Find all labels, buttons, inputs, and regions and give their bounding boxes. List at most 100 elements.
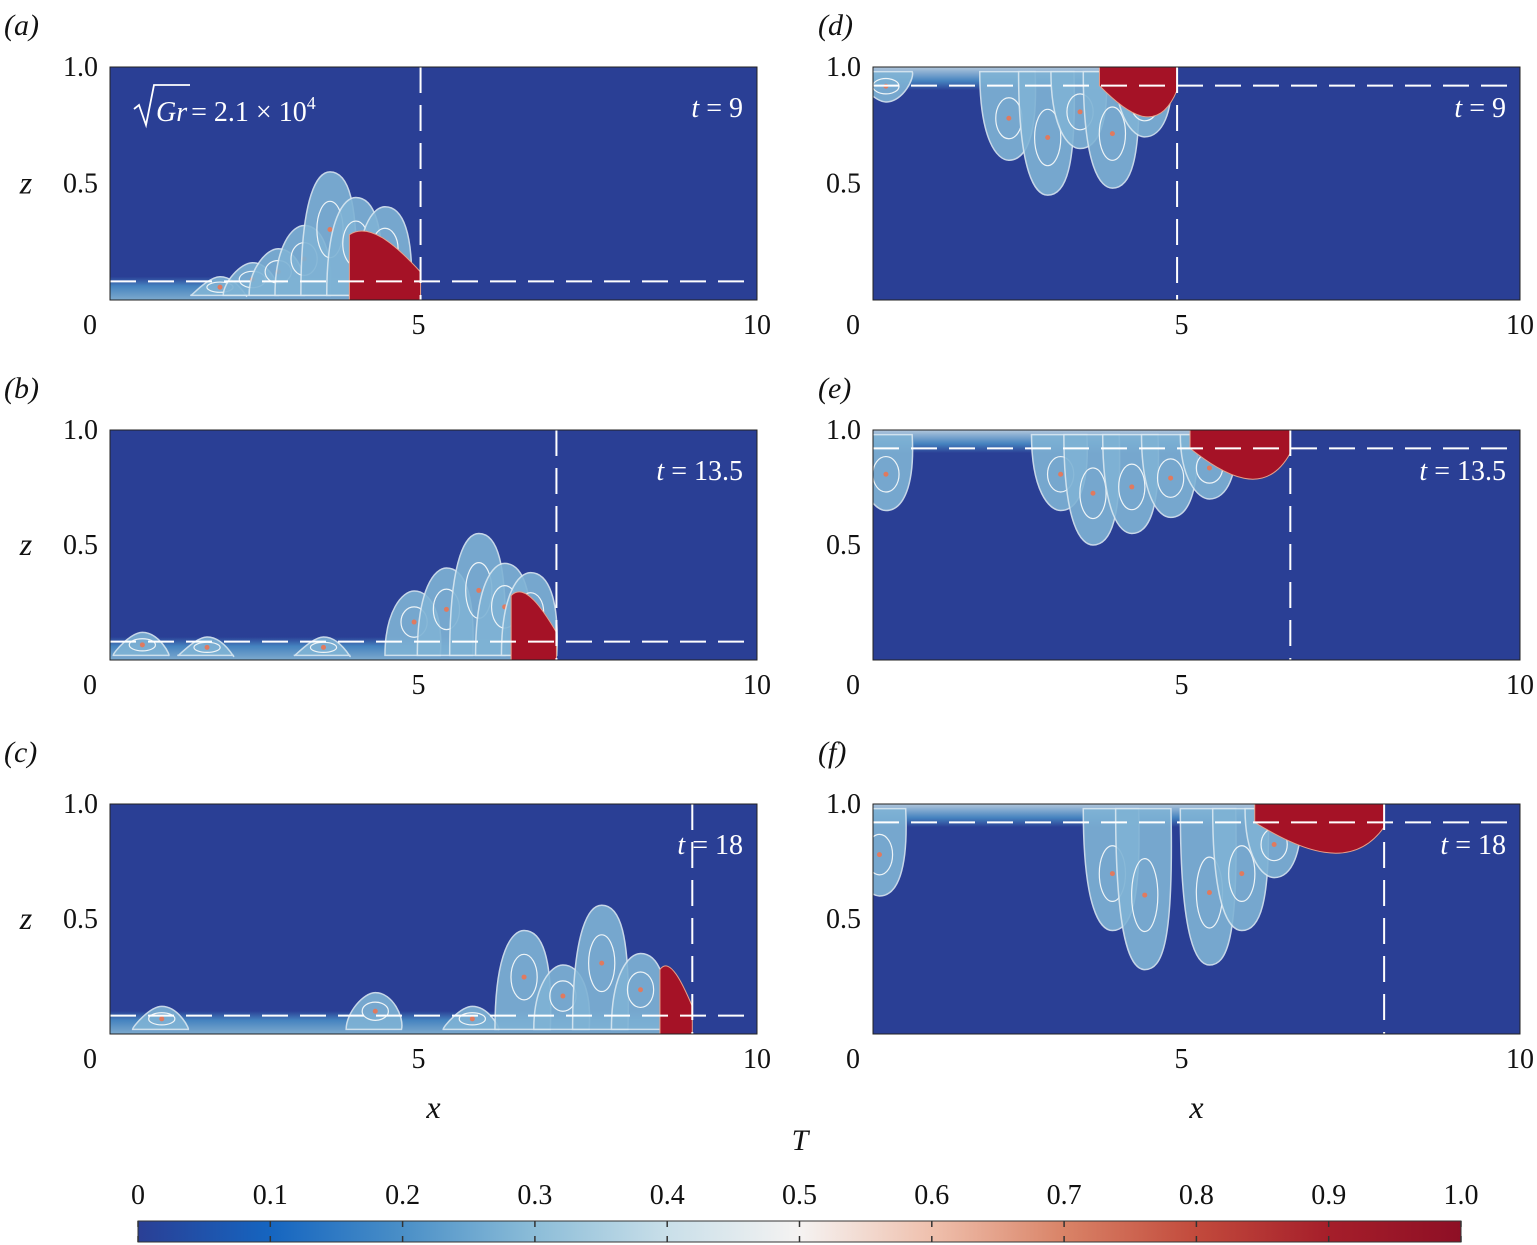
eddy-swirl bbox=[873, 833, 894, 876]
x-tick-label: 0 bbox=[83, 1044, 97, 1075]
colorbar-tick-marks bbox=[137, 1221, 1462, 1242]
panel-frame bbox=[872, 429, 1521, 661]
eddy-swirl bbox=[510, 953, 538, 1001]
time-label: t = 18 bbox=[677, 830, 743, 861]
eddy-core bbox=[469, 1016, 475, 1022]
panel-label: (c) bbox=[4, 736, 37, 769]
y-tick-label: 1.0 bbox=[63, 789, 98, 820]
x-axis-label: x bbox=[1188, 1089, 1203, 1125]
colorbar-tick-label: 1.0 bbox=[1444, 1180, 1479, 1211]
y-tick-label: 1.0 bbox=[826, 52, 861, 83]
y-axis-label: z bbox=[19, 165, 33, 201]
x-tick-label: 5 bbox=[1175, 310, 1189, 341]
x-tick-label: 10 bbox=[1506, 1044, 1534, 1075]
eddy-swirl bbox=[361, 1001, 389, 1021]
x-tick-label: 0 bbox=[846, 310, 860, 341]
panel-e: (e) 1.0 0.5 0 5 10 t = 13.5 bbox=[818, 372, 1534, 701]
x-tick-label: 5 bbox=[1175, 1044, 1189, 1075]
time-label: t = 13.5 bbox=[656, 456, 743, 487]
eddy-core bbox=[1058, 471, 1064, 477]
eddy-core bbox=[1271, 841, 1277, 847]
eddy-swirl bbox=[873, 77, 900, 95]
panel-label: (d) bbox=[818, 9, 853, 42]
eddy-core bbox=[1109, 131, 1115, 137]
field-background bbox=[110, 67, 757, 300]
colorbar-tick-label: 0.6 bbox=[914, 1180, 949, 1211]
colorbar-tick-label: 0.3 bbox=[517, 1180, 552, 1211]
y-axis-label: z bbox=[19, 900, 33, 936]
eddy-swirl bbox=[588, 934, 616, 993]
x-tick-label: 10 bbox=[1506, 670, 1534, 701]
field-structures bbox=[873, 430, 1291, 546]
eddy-swirl bbox=[626, 971, 655, 1009]
eddy-core bbox=[159, 1016, 165, 1022]
x-tick-label: 10 bbox=[743, 670, 771, 701]
eddy-core bbox=[560, 993, 566, 999]
eddy-swirl bbox=[458, 1012, 487, 1026]
grashof-annotation: Gr = 2.1 × 104 bbox=[133, 84, 316, 129]
y-tick-label: 1.0 bbox=[826, 789, 861, 820]
colorbar-tick-label: 0 bbox=[131, 1180, 145, 1211]
time-label: t = 18 bbox=[1440, 830, 1506, 861]
eddy-swirl bbox=[873, 455, 900, 493]
x-tick-label: 5 bbox=[412, 1044, 426, 1075]
x-tick-label: 0 bbox=[83, 670, 97, 701]
grashof-text: Gr = 2.1 × 104 bbox=[156, 93, 316, 128]
colorbar-tick-label: 0.9 bbox=[1311, 1180, 1346, 1211]
panel-label: (f) bbox=[818, 736, 846, 769]
panel-f: (f) 1.0 0.5 0 5 10 x t = 18 bbox=[818, 736, 1534, 1125]
x-tick-label: 10 bbox=[743, 310, 771, 341]
colorbar-tick-label: 0.8 bbox=[1179, 1180, 1214, 1211]
x-tick-label: 5 bbox=[1175, 670, 1189, 701]
eddy-swirl bbox=[1118, 463, 1146, 511]
eddy-core bbox=[638, 987, 644, 993]
colorbar-tick-label: 0.4 bbox=[650, 1180, 685, 1211]
y-axis-label: z bbox=[19, 526, 33, 562]
eddy-swirl bbox=[148, 1012, 176, 1026]
x-tick-label: 10 bbox=[743, 1044, 771, 1075]
field-structures bbox=[873, 804, 1385, 971]
eddy-core bbox=[521, 974, 527, 980]
eddy-core bbox=[411, 619, 417, 625]
panel-frame bbox=[872, 803, 1521, 1035]
field-structures bbox=[110, 532, 558, 660]
eddy-core bbox=[327, 227, 333, 233]
eddy-core bbox=[1006, 115, 1012, 121]
time-label: t = 9 bbox=[1454, 93, 1506, 124]
time-label: t = 9 bbox=[691, 93, 743, 124]
eddy-core bbox=[1206, 465, 1212, 471]
y-tick-label: 0.5 bbox=[826, 169, 861, 200]
y-tick-label: 0.5 bbox=[826, 530, 861, 561]
panel-a: (a) 1.0 0.5 z 0 5 10 t = 9 Gr = 2.1 × 104 bbox=[4, 9, 771, 341]
field-structures bbox=[110, 904, 693, 1034]
colorbar-tick-label: 0.2 bbox=[385, 1180, 420, 1211]
y-tick-label: 1.0 bbox=[826, 415, 861, 446]
x-tick-label: 5 bbox=[412, 670, 426, 701]
colorbar-tick-label: 0.1 bbox=[253, 1180, 288, 1211]
panel-d: (d) 1.0 0.5 0 5 10 t = 9 bbox=[818, 9, 1534, 341]
time-label: t = 13.5 bbox=[1419, 456, 1506, 487]
panel-c: (c) 1.0 0.5 z 0 5 10 x t = 18 bbox=[4, 736, 771, 1125]
panel-frame bbox=[109, 429, 758, 661]
eddy-core bbox=[1239, 871, 1245, 877]
eddy-core bbox=[204, 644, 210, 650]
panel-label: (e) bbox=[818, 372, 851, 405]
field-structures bbox=[873, 67, 1178, 196]
panel-label: (a) bbox=[4, 9, 39, 42]
colorbar-tick-label: 0.7 bbox=[1047, 1180, 1082, 1211]
eddy-core bbox=[372, 1008, 378, 1014]
eddy bbox=[1114, 807, 1173, 971]
colorbar-tick-labels: 0 0.1 0.2 0.3 0.4 0.5 0.6 0.7 0.8 0.9 1.0 bbox=[131, 1180, 1479, 1211]
eddy-core bbox=[217, 284, 223, 290]
y-tick-label: 0.5 bbox=[826, 904, 861, 935]
panel-frame bbox=[872, 66, 1521, 301]
panel-b: (b) 1.0 0.5 z 0 5 10 t = 13.5 bbox=[4, 372, 771, 701]
y-tick-label: 1.0 bbox=[63, 52, 98, 83]
eddy-core bbox=[1168, 475, 1174, 481]
y-tick-label: 0.5 bbox=[63, 904, 98, 935]
panel-frame bbox=[109, 803, 758, 1035]
x-axis-label: x bbox=[425, 1089, 440, 1125]
colorbar: T 0 0.1 0.2 0.3 0.4 0.5 0.6 0.7 0.8 0.9 1.0 bbox=[131, 1124, 1479, 1243]
y-tick-label: 0.5 bbox=[63, 530, 98, 561]
